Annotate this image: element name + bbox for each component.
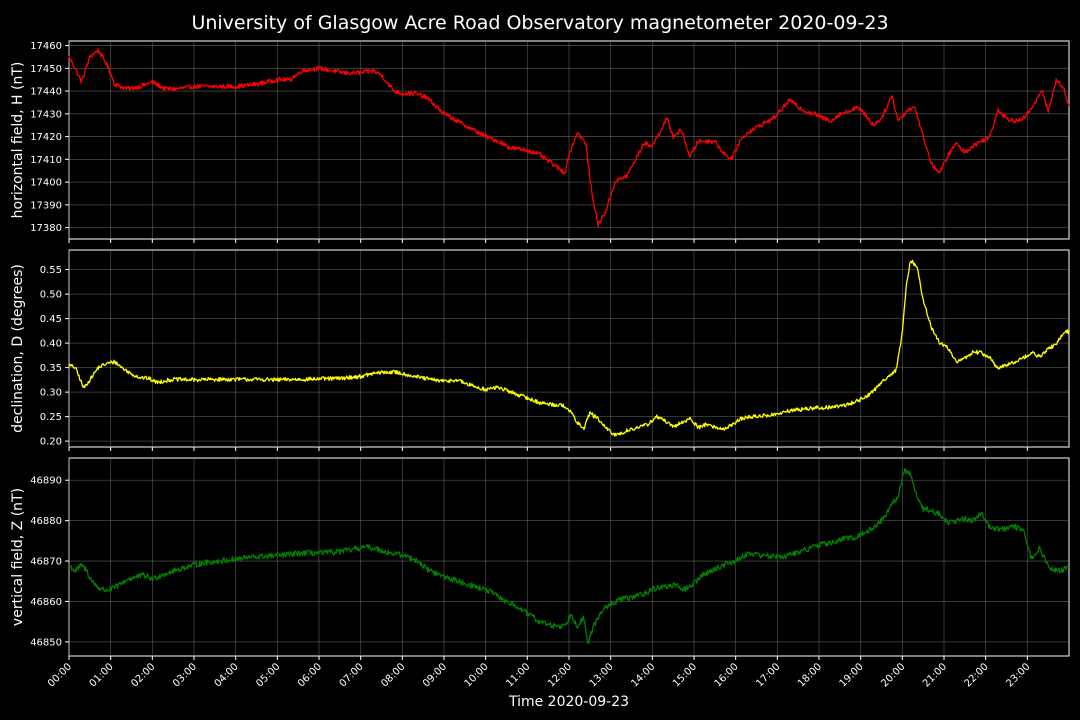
y-tick-label: 0.45 [40,314,62,325]
panel-1: 17380 17390 17400 17410 17420 17430 17440 17450… [10,40,1070,243]
y-axis-label: horizontal field, H (nT) [10,62,26,219]
series-line [68,468,1070,645]
y-tick-label: 0.40 [40,339,62,350]
chart-title: University of Glasgow Acre Road Observat… [191,12,888,34]
y-tick-label: 17380 [30,223,62,234]
y-tick-label: 17400 [30,178,62,189]
panels: 17380 17390 17400 17410 17420 17430 17440 17450… [10,40,1070,690]
series-line [68,259,1070,437]
y-tick-label: 17450 [30,64,62,75]
y-tick-label: 0.25 [40,412,62,423]
y-tick-label: 0.30 [40,388,62,399]
y-tick-label: 46890 [30,476,62,487]
y-tick-label: 46860 [30,597,62,608]
x-axis-label: Time 2020-09-23 [508,694,629,710]
y-tick-label: 17410 [30,155,62,166]
series-line [68,47,1070,228]
y-tick-label: 17440 [30,87,62,98]
y-tick-label: 17430 [30,109,62,120]
panel-3: 46850 46860 46870 46880 46890 vertical field,… [10,457,1070,660]
y-axis-label: vertical field, Z (nT) [10,488,26,626]
y-tick-label: 0.20 [40,437,62,448]
y-tick-label: 46850 [30,637,62,648]
panel-2: 0.20 0.25 0.30 0.35 0.40 0.45 0.50 0.55 declinat… [10,249,1070,451]
y-tick-label: 17420 [30,132,62,143]
y-tick-label: 17460 [30,41,62,52]
y-tick-label: 0.35 [40,363,62,374]
y-tick-label: 0.55 [40,265,62,276]
y-tick-label: 17390 [30,200,62,211]
y-tick-label: 0.50 [40,290,62,301]
y-tick-label: 46870 [30,557,62,568]
y-tick-label: 46880 [30,516,62,527]
y-axis-label: declination, D (degrees) [10,264,26,433]
